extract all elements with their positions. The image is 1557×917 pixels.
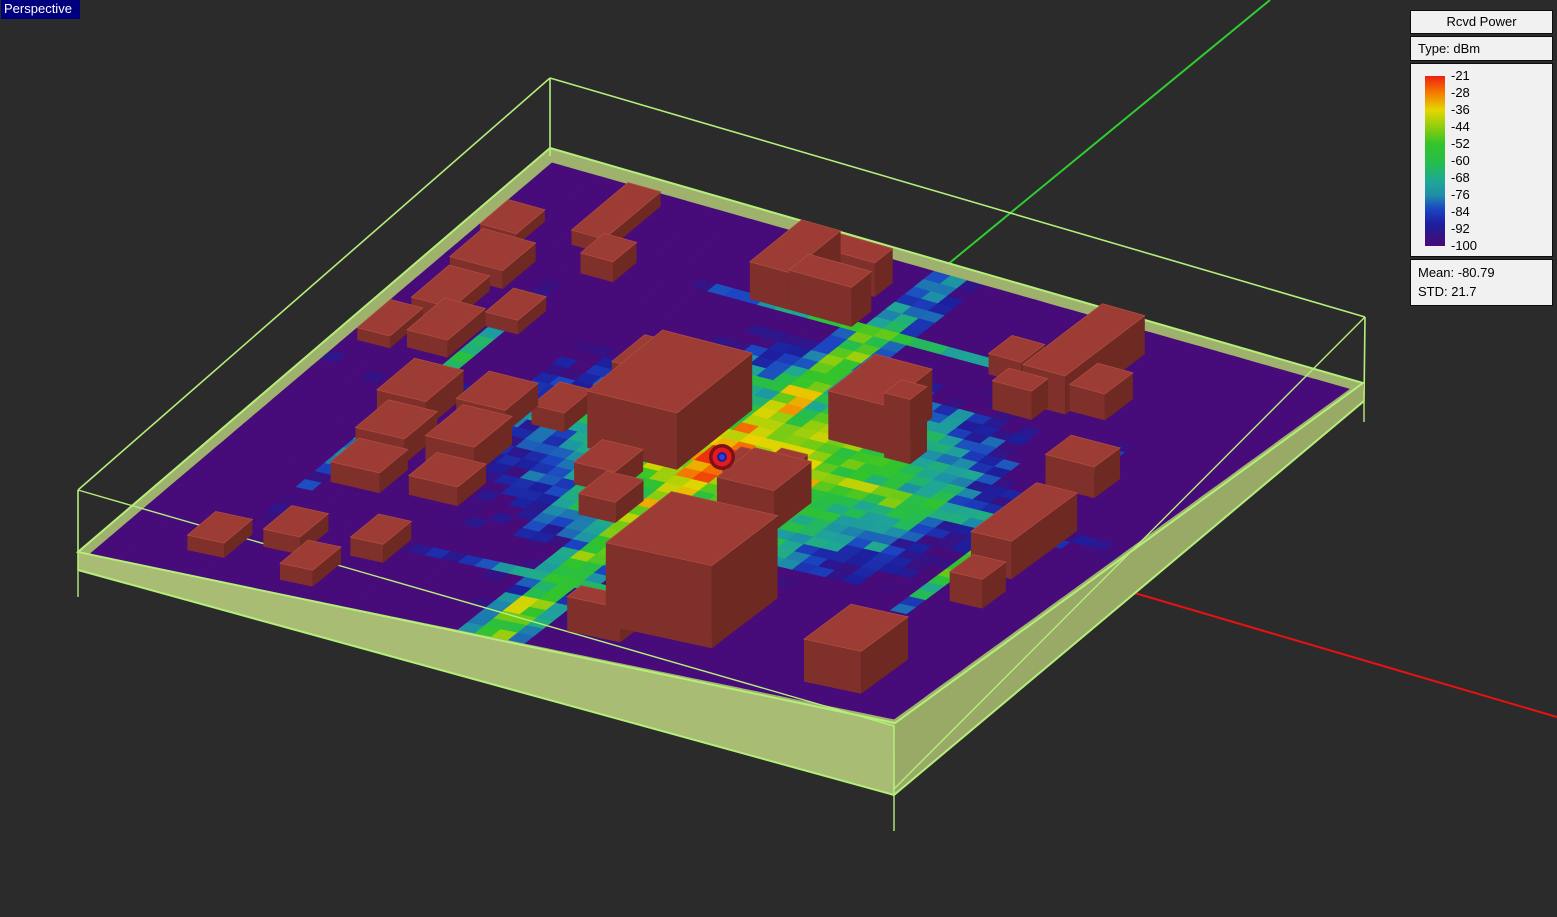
legend-tick: -68 <box>1451 170 1470 185</box>
legend-tick-labels: -21 -28 -36 -44 -52 -60 -68 -76 -84 -92 -100 <box>1451 67 1477 254</box>
view-mode-label: Perspective <box>1 0 80 19</box>
legend-stats: Mean: -80.79 STD: 21.7 <box>1410 259 1553 306</box>
legend-tick: -52 <box>1451 136 1470 151</box>
legend-tick: -44 <box>1451 119 1470 134</box>
tx-antenna-marker[interactable] <box>719 454 725 460</box>
legend-tick: -21 <box>1451 68 1470 83</box>
legend-tick: -76 <box>1451 187 1470 202</box>
legend-panel: Rcvd Power Type: dBm -21 -28 -36 -44 -52 -60-… <box>1410 10 1553 308</box>
legend-type-label: Type: dBm <box>1410 36 1553 61</box>
legend-tick: -84 <box>1451 204 1470 219</box>
legend-gradient-bar <box>1425 76 1445 246</box>
legend-mean: Mean: -80.79 <box>1418 265 1495 280</box>
legend-tick: -28 <box>1451 85 1470 100</box>
legend-std: STD: 21.7 <box>1418 284 1477 299</box>
legend-tick: -100 <box>1451 238 1478 253</box>
legend-color-scale: -21 -28 -36 -44 -52 -60 -68 -76 -84 -92 -100 <box>1410 63 1553 257</box>
legend-tick: -60 <box>1451 153 1470 168</box>
legend-title: Rcvd Power <box>1410 10 1553 34</box>
legend-tick: -36 <box>1451 102 1470 117</box>
legend-tick: -92 <box>1451 221 1470 236</box>
